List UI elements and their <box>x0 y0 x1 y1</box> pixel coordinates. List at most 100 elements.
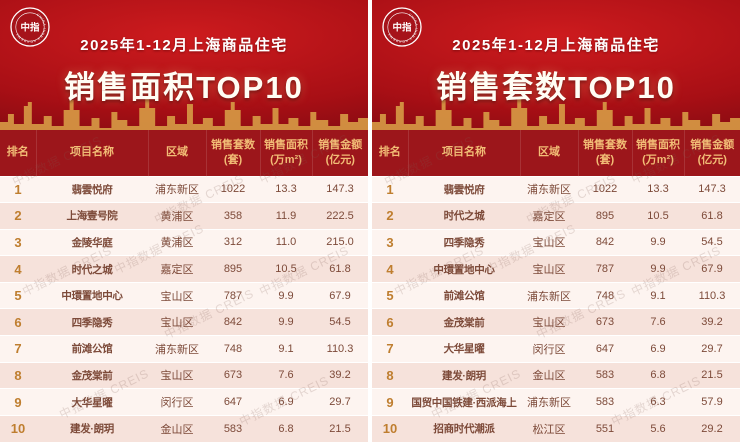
rank-cell: 3 <box>0 228 36 256</box>
project-name-cell: 上海壹号院 <box>36 202 148 230</box>
col-units: 销售套数 (套) <box>577 130 632 176</box>
region-cell: 金山区 <box>520 361 578 389</box>
units-cell: 551 <box>578 414 632 442</box>
amount-cell: 54.5 <box>684 228 740 256</box>
region-cell: 宝山区 <box>148 308 206 336</box>
amount-cell: 29.2 <box>684 414 740 442</box>
table-row: 5 前滩公馆 浦东新区 748 9.1 110.3 <box>372 281 740 309</box>
region-cell: 宝山区 <box>520 308 578 336</box>
amount-cell: 61.8 <box>684 202 740 230</box>
project-name-cell: 前滩公馆 <box>36 335 148 363</box>
city-skyline-graphic <box>372 98 740 130</box>
col-units: 销售套数 (套) <box>205 130 260 176</box>
rank-cell: 10 <box>372 414 408 442</box>
amount-cell: 57.9 <box>684 388 740 416</box>
table-row: 1 翡雲悦府 浦东新区 1022 13.3 147.3 <box>0 175 368 203</box>
table-row: 7 大华星曜 闵行区 647 6.9 29.7 <box>372 335 740 363</box>
region-cell: 浦东新区 <box>148 335 206 363</box>
amount-cell: 39.2 <box>312 361 368 389</box>
area-cell: 10.5 <box>260 255 312 283</box>
units-cell: 748 <box>206 335 260 363</box>
units-cell: 1022 <box>578 175 632 203</box>
rank-cell: 7 <box>0 335 36 363</box>
project-name-cell: 时代之城 <box>408 202 520 230</box>
panel-subtitle: 2025年1-12月上海商品住宅 <box>452 37 660 54</box>
rank-cell: 9 <box>372 388 408 416</box>
rank-cell: 8 <box>372 361 408 389</box>
table-header-row: 排名 项目名称 区域 销售套数 (套) 销售面积 (万m²) 销售金额 (亿元) <box>372 130 740 176</box>
units-cell: 787 <box>206 281 260 309</box>
region-cell: 宝山区 <box>520 228 578 256</box>
col-amount: 销售金额 (亿元) <box>683 130 740 176</box>
rank-cell: 6 <box>0 308 36 336</box>
table-row: 3 四季隐秀 宝山区 842 9.9 54.5 <box>372 228 740 256</box>
area-cell: 9.1 <box>260 335 312 363</box>
region-cell: 浦东新区 <box>520 388 578 416</box>
units-cell: 673 <box>578 308 632 336</box>
col-rank: 排名 <box>372 130 408 176</box>
region-cell: 黄浦区 <box>148 202 206 230</box>
panel-subtitle: 2025年1-12月上海商品住宅 <box>80 37 288 54</box>
region-cell: 浦东新区 <box>148 175 206 203</box>
units-cell: 787 <box>578 255 632 283</box>
project-name-cell: 金陵华庭 <box>36 228 148 256</box>
area-cell: 7.6 <box>632 308 684 336</box>
china-index-academy-logo-icon: CHINA INDEX ACADEMY 中指 <box>382 7 422 47</box>
units-cell: 583 <box>578 361 632 389</box>
ranking-table-units: 排名 项目名称 区域 销售套数 (套) 销售面积 (万m²) 销售金额 (亿元)… <box>372 130 740 442</box>
amount-cell: 110.3 <box>312 335 368 363</box>
region-cell: 闵行区 <box>520 335 578 363</box>
units-cell: 673 <box>206 361 260 389</box>
region-cell: 浦东新区 <box>520 281 578 309</box>
region-cell: 黄浦区 <box>148 228 206 256</box>
area-cell: 7.6 <box>260 361 312 389</box>
project-name-cell: 前滩公馆 <box>408 281 520 309</box>
project-name-cell: 大华星曜 <box>408 335 520 363</box>
table-row: 9 国贸中国铁建·西派海上 浦东新区 583 6.3 57.9 <box>372 388 740 416</box>
project-name-cell: 四季隐秀 <box>36 308 148 336</box>
banner-left: CHINA INDEX ACADEMY 中指 2025年1-12月上海商品住宅 … <box>0 0 368 130</box>
rank-cell: 9 <box>0 388 36 416</box>
col-rank: 排名 <box>0 130 36 176</box>
region-cell: 闵行区 <box>148 388 206 416</box>
project-name-cell: 四季隐秀 <box>408 228 520 256</box>
col-region: 区域 <box>147 130 206 176</box>
units-cell: 583 <box>578 388 632 416</box>
amount-cell: 54.5 <box>312 308 368 336</box>
amount-cell: 110.3 <box>684 281 740 309</box>
project-name-cell: 中環置地中心 <box>408 255 520 283</box>
project-name-cell: 翡雲悦府 <box>408 175 520 203</box>
area-cell: 9.9 <box>260 281 312 309</box>
units-cell: 842 <box>578 228 632 256</box>
area-cell: 6.9 <box>632 335 684 363</box>
units-cell: 895 <box>578 202 632 230</box>
region-cell: 金山区 <box>148 414 206 442</box>
region-cell: 嘉定区 <box>148 255 206 283</box>
amount-cell: 67.9 <box>312 281 368 309</box>
amount-cell: 29.7 <box>684 335 740 363</box>
project-name-cell: 建发·朗玥 <box>408 361 520 389</box>
region-cell: 宝山区 <box>148 281 206 309</box>
rank-cell: 4 <box>372 255 408 283</box>
units-cell: 895 <box>206 255 260 283</box>
area-cell: 11.0 <box>260 228 312 256</box>
units-cell: 583 <box>206 414 260 442</box>
area-cell: 13.3 <box>260 175 312 203</box>
col-amount: 销售金额 (亿元) <box>311 130 368 176</box>
units-cell: 312 <box>206 228 260 256</box>
amount-cell: 215.0 <box>312 228 368 256</box>
region-cell: 宝山区 <box>148 361 206 389</box>
area-cell: 6.9 <box>260 388 312 416</box>
amount-cell: 147.3 <box>684 175 740 203</box>
project-name-cell: 大华星曜 <box>36 388 148 416</box>
region-cell: 松江区 <box>520 414 578 442</box>
rank-cell: 7 <box>372 335 408 363</box>
city-skyline-graphic <box>0 98 368 130</box>
table-row: 3 金陵华庭 黄浦区 312 11.0 215.0 <box>0 228 368 256</box>
area-cell: 10.5 <box>632 202 684 230</box>
table-row: 4 时代之城 嘉定区 895 10.5 61.8 <box>0 255 368 283</box>
table-row: 7 前滩公馆 浦东新区 748 9.1 110.3 <box>0 335 368 363</box>
rank-cell: 1 <box>372 175 408 203</box>
rank-cell: 2 <box>0 202 36 230</box>
